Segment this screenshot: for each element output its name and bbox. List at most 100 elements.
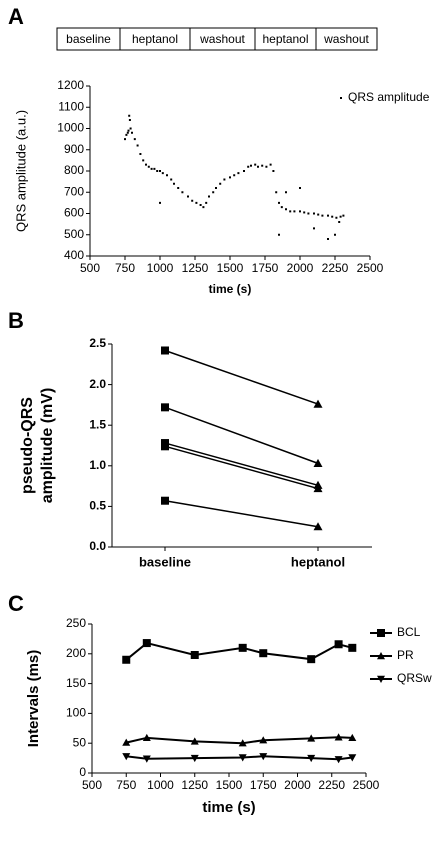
x-axis-label: time (s)	[209, 282, 252, 296]
y-tick-label: 250	[66, 616, 86, 630]
marker	[259, 649, 268, 658]
point	[272, 170, 275, 172]
marker	[313, 399, 323, 408]
y-axis-label: Intervals (ms)	[25, 650, 42, 748]
point	[278, 233, 280, 236]
point	[161, 172, 164, 175]
x-tick-label: 1000	[147, 261, 174, 275]
point	[191, 199, 194, 202]
marker	[238, 739, 247, 747]
marker	[313, 458, 323, 467]
point	[265, 165, 268, 168]
x-tick-label: 2000	[284, 778, 311, 792]
point	[147, 165, 150, 168]
y-tick-label: 50	[73, 735, 87, 749]
point	[334, 233, 336, 236]
series-line	[125, 641, 353, 661]
point	[128, 114, 131, 117]
marker	[377, 675, 385, 683]
marker	[313, 522, 323, 531]
x-tick-label: 1750	[252, 261, 279, 275]
point	[199, 204, 202, 206]
point	[212, 191, 215, 194]
pair-line	[164, 442, 319, 487]
series-line	[126, 755, 353, 761]
point	[285, 208, 287, 211]
point	[205, 201, 208, 204]
x-tick-label: 2250	[318, 778, 345, 792]
y-tick-label: 100	[66, 706, 86, 720]
y-tick-label: 1100	[58, 99, 84, 113]
point	[307, 212, 310, 215]
y-tick-label: 1200	[57, 78, 84, 92]
marker	[334, 733, 343, 741]
point	[131, 131, 133, 134]
y-tick-label: 150	[66, 676, 86, 690]
pair-line	[164, 406, 319, 465]
point	[299, 187, 301, 189]
point	[139, 153, 142, 155]
point	[247, 165, 250, 168]
x-tick-label: 750	[116, 778, 136, 792]
y-axis-label: amplitude (mV)	[39, 388, 56, 504]
point	[293, 210, 296, 213]
point	[187, 195, 189, 198]
protocol-label: baseline	[66, 32, 111, 46]
point	[342, 214, 345, 217]
point	[257, 165, 259, 168]
y-tick-label: 900	[64, 142, 84, 156]
point	[150, 167, 153, 170]
y-tick-label: 400	[64, 248, 84, 262]
point	[181, 191, 184, 194]
marker	[307, 655, 316, 664]
y-tick-label: 0.0	[89, 539, 106, 553]
marker	[122, 655, 131, 664]
point	[136, 144, 139, 147]
x-tick-label: baseline	[139, 554, 191, 569]
marker	[122, 753, 131, 761]
y-tick-label: 0	[79, 765, 86, 779]
marker	[142, 733, 151, 742]
panel-letter: C	[8, 591, 24, 616]
point	[170, 178, 173, 181]
marker	[161, 496, 169, 505]
y-axis-label: pseudo-QRS	[19, 397, 36, 494]
point	[173, 182, 175, 185]
y-axis-label: QRS amplitude (a.u.)	[13, 110, 28, 232]
y-tick-label: 1.5	[89, 417, 106, 431]
point	[223, 178, 226, 181]
point	[278, 201, 280, 204]
point	[303, 211, 306, 214]
point	[280, 206, 283, 209]
marker	[313, 484, 323, 493]
y-tick-label: 0.5	[89, 499, 106, 513]
pair-line	[164, 349, 319, 405]
y-tick-label: 700	[64, 184, 84, 198]
protocol-label: heptanol	[262, 32, 308, 46]
point	[233, 174, 236, 177]
point	[313, 212, 315, 215]
point	[321, 214, 324, 217]
marker	[238, 643, 247, 652]
point	[219, 182, 222, 185]
protocol-label: washout	[199, 32, 245, 46]
pair-line	[164, 499, 319, 528]
point	[313, 227, 315, 230]
marker	[161, 403, 169, 412]
marker	[259, 736, 268, 744]
point	[159, 201, 161, 204]
marker	[259, 753, 268, 761]
point	[339, 215, 342, 218]
protocol-label: heptanol	[132, 32, 178, 46]
panel-letter: B	[8, 308, 24, 333]
marker	[161, 442, 169, 451]
point	[125, 133, 128, 136]
series-line	[126, 736, 353, 745]
point	[142, 159, 145, 162]
point	[243, 170, 245, 172]
point	[153, 167, 156, 170]
point	[208, 195, 210, 198]
x-tick-label: 500	[82, 778, 102, 792]
point	[166, 174, 168, 177]
